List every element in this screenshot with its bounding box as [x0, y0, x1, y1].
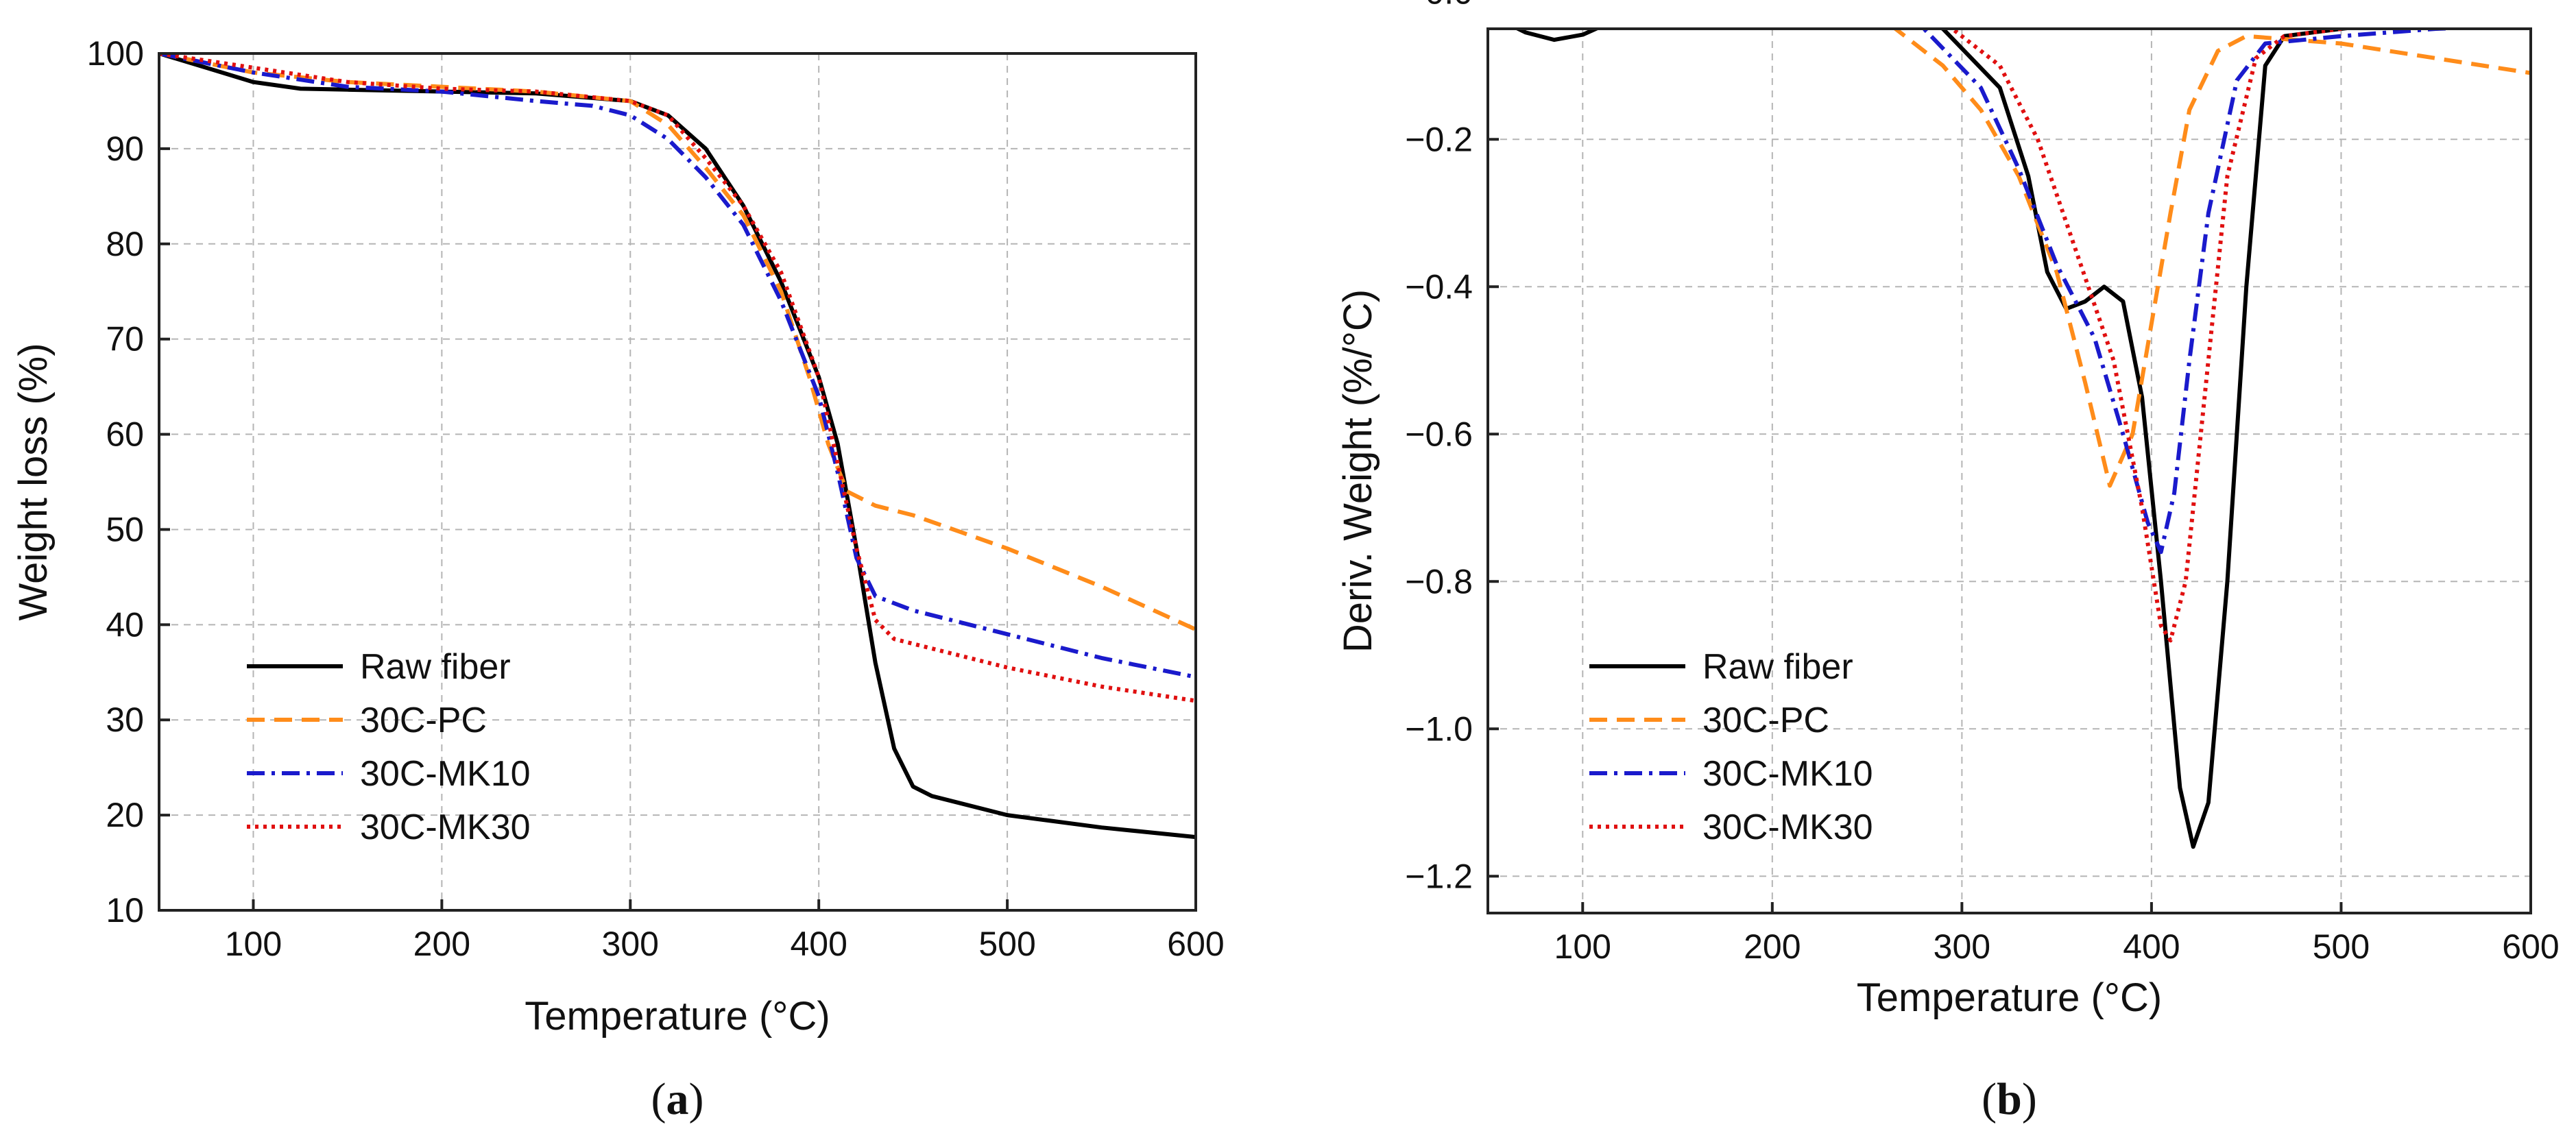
y-axis-title: Weight loss (%) — [11, 343, 56, 620]
y-tick-label: −0.6 — [1405, 415, 1473, 453]
y-tick-label: −0.4 — [1405, 267, 1473, 306]
series-group — [1513, 29, 2531, 849]
x-tick-label: 500 — [978, 925, 1035, 963]
y-tick-label: 30 — [106, 701, 144, 739]
x-axis-title: Temperature (°C) — [525, 994, 830, 1038]
legend: Raw fiber 30C-PC 30C-MK10 30C-MK30 — [247, 647, 531, 847]
x-tick-label: 200 — [1744, 927, 1801, 966]
chart-panel-a: 100 200 300 400 500 600 10 20 30 40 50 60 70 80 90 100 T… — [11, 34, 1225, 1124]
y-tick-label: 10 — [106, 891, 144, 930]
legend-label: Raw fiber — [360, 647, 511, 687]
series-line-30c-pc — [1892, 29, 2531, 488]
y-tick-label: 80 — [106, 225, 144, 263]
x-tick-label: 100 — [225, 925, 282, 963]
x-tick-label: 400 — [790, 925, 847, 963]
legend-label: 30C-MK10 — [1702, 754, 1873, 794]
x-tick-label: 500 — [2313, 927, 2370, 966]
y-tick-label: 60 — [106, 415, 144, 454]
plot-frame — [158, 52, 1197, 912]
x-tick-label: 600 — [2502, 927, 2559, 966]
series-line-30c-pc — [159, 53, 1196, 632]
legend-label: 30C-PC — [1702, 701, 1829, 740]
x-tick-label: 600 — [1167, 925, 1224, 963]
x-tick-label: 300 — [1934, 927, 1990, 966]
grid — [159, 53, 1196, 911]
x-tick-label: 400 — [2123, 927, 2180, 966]
panel-label: (b) — [1982, 1074, 2037, 1124]
y-tick-label: 90 — [106, 130, 144, 168]
x-axis-title: Temperature (°C) — [1857, 975, 2162, 1020]
series-line-30c-mk30 — [159, 53, 1196, 703]
y-tick-label: −1.2 — [1405, 857, 1473, 895]
y-axis-title: Deriv. Weight (%/°C) — [1336, 289, 1380, 653]
series-line-30c-mk10 — [159, 53, 1196, 679]
grid — [1488, 29, 2531, 913]
y-tick-label: −0.0 — [1405, 0, 1473, 11]
y-tick-label: −0.2 — [1405, 120, 1473, 158]
x-tick-label: 300 — [602, 925, 659, 963]
chart-panel-b: 100 200 300 400 500 600 −0.0 −0.2 −0.4 −0.6 −0.8 −1… — [1336, 0, 2560, 1124]
panel-label: (a) — [651, 1074, 704, 1124]
legend-label: 30C-MK30 — [1702, 807, 1873, 847]
series-line-raw-fiber — [159, 53, 1196, 840]
y-tick-label: 50 — [106, 510, 144, 548]
plot-frame — [1486, 27, 2532, 914]
legend-label: 30C-MK10 — [360, 754, 531, 794]
series-line-raw-fiber — [1513, 29, 2359, 849]
y-tick-label: −0.8 — [1405, 562, 1473, 600]
y-tick-label: 70 — [106, 320, 144, 359]
y-tick-label: 40 — [106, 605, 144, 644]
legend-label: Raw fiber — [1702, 647, 1853, 687]
x-tick-label: 200 — [413, 925, 470, 963]
legend: Raw fiber 30C-PC 30C-MK10 30C-MK30 — [1589, 647, 1873, 847]
series-line-30c-mk10 — [1918, 29, 2489, 555]
y-tick-label: 100 — [87, 34, 144, 73]
x-tick-label: 100 — [1554, 927, 1611, 966]
series-line-30c-mk30 — [1949, 29, 2359, 643]
legend-label: 30C-MK30 — [360, 807, 531, 847]
y-tick-label: −1.0 — [1405, 709, 1473, 748]
legend-label: 30C-PC — [360, 701, 487, 740]
series-group — [159, 53, 1196, 840]
y-tick-label: 20 — [106, 796, 144, 834]
